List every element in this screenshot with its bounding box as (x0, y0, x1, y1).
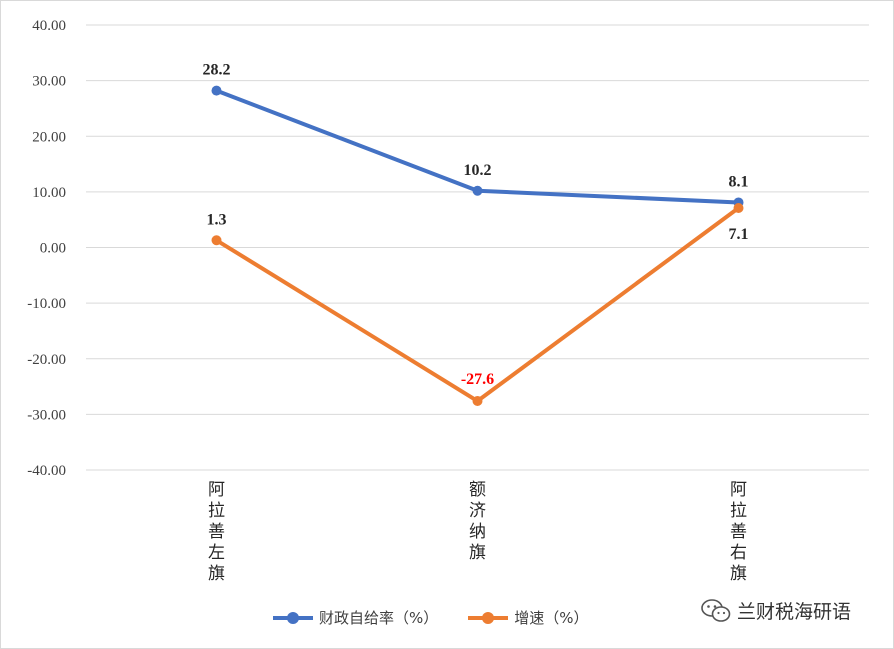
legend: 财政自给率（%） 增速（%） (273, 607, 619, 628)
legend-label-self-sufficiency: 财政自给率（%） (319, 609, 439, 627)
y-tick-label: -20.00 (27, 352, 66, 368)
data-label: -27.6 (461, 371, 494, 388)
data-label: 1.3 (207, 211, 227, 228)
watermark: 兰财税海研语 (701, 597, 851, 624)
data-point (211, 85, 222, 96)
legend-swatch-growth (468, 610, 509, 626)
legend-label-growth: 增速（%） (514, 609, 589, 627)
x-category-label: 额济纳旗 (469, 480, 486, 563)
wechat-icon (701, 598, 731, 622)
y-tick-label: 30.00 (32, 74, 66, 90)
data-label: 8.1 (729, 173, 749, 190)
y-tick-label: 20.00 (32, 129, 66, 145)
legend-swatch-self-sufficiency (273, 610, 313, 626)
line-chart: 40.00 30.00 20.00 10.00 0.00 -10.00 -20.00 -30.… (27, 18, 869, 584)
data-label: 10.2 (464, 162, 492, 179)
data-point (733, 203, 744, 214)
y-tick-label: 0.00 (40, 241, 66, 257)
series-line-self-sufficiency (214, 88, 741, 205)
legend-item-growth: 增速（%） (468, 607, 589, 628)
y-tick-label: -30.00 (27, 407, 66, 423)
legend-item-self-sufficiency: 财政自给率（%） (273, 607, 438, 628)
x-category-label: 阿拉善右旗 (730, 480, 747, 584)
y-tick-label: 10.00 (32, 185, 66, 201)
data-point (472, 396, 483, 407)
legend-marker (482, 611, 495, 624)
watermark-text: 兰财税海研语 (737, 601, 852, 623)
y-tick-label: 40.00 (32, 18, 66, 34)
y-tick-label: -10.00 (27, 296, 66, 312)
x-category-label: 阿拉善左旗 (208, 480, 225, 584)
y-tick-label: -40.00 (27, 463, 66, 479)
data-point (472, 185, 483, 196)
data-point (211, 235, 222, 246)
data-label: 7.1 (729, 226, 749, 243)
legend-marker (287, 611, 299, 624)
data-label: 28.2 (203, 62, 231, 79)
